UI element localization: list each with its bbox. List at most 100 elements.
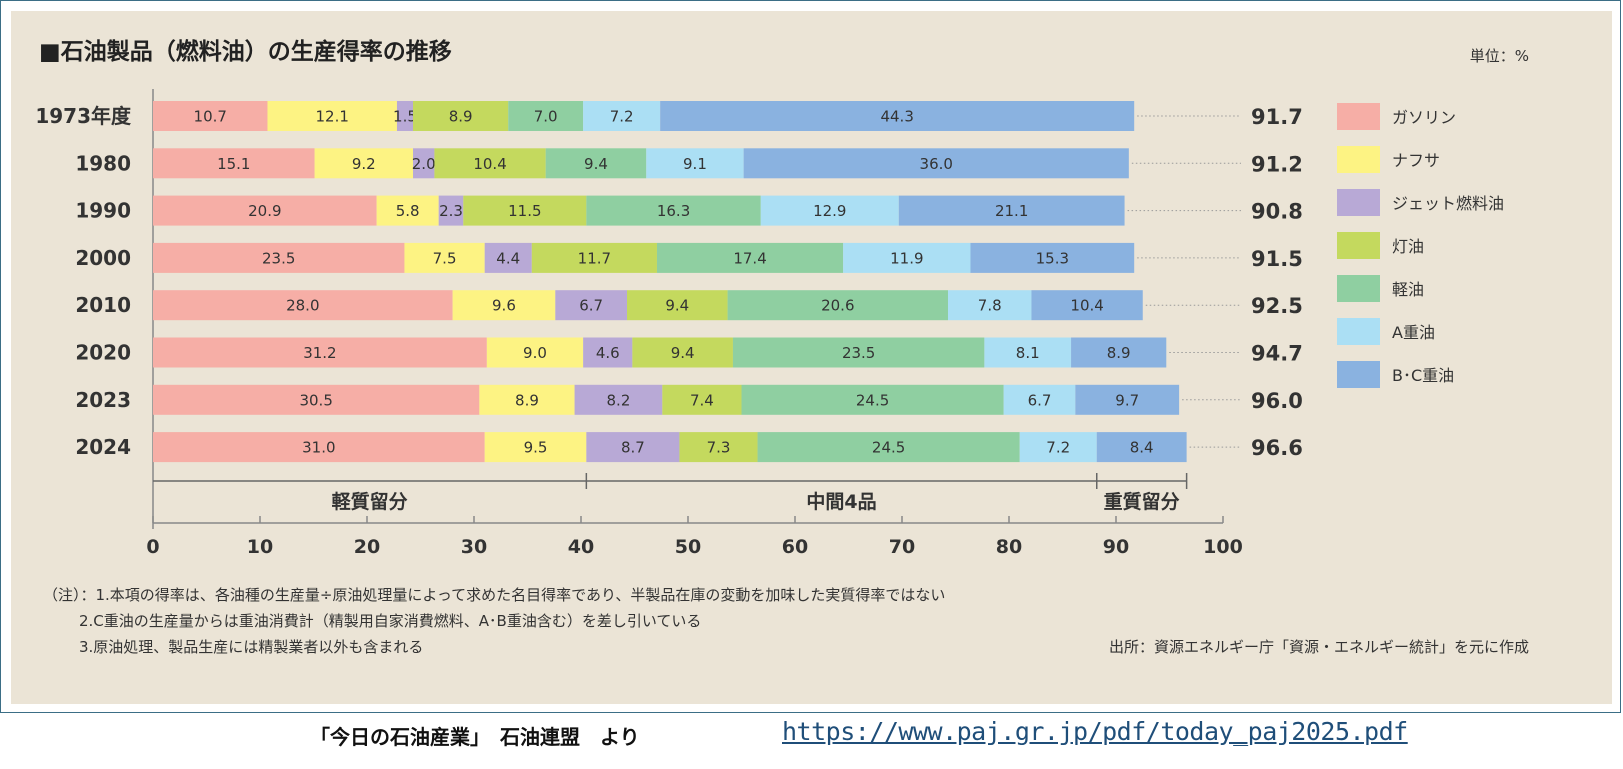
total-label: 94.7: [1251, 342, 1303, 366]
data-label: 9.2: [352, 155, 376, 173]
data-label: 8.2: [607, 391, 631, 409]
plot-area: 1973年度 10.7 12.1 1.5 8.9 7.0 7.2 44.3 91.7 1980 15…: [35, 89, 1303, 558]
x-tick-label: 0: [146, 536, 159, 558]
data-label: 20.6: [821, 297, 854, 315]
category-label: 2023: [75, 388, 131, 412]
note-3: 3.原油処理、製品生産には精製業者以外も含まれる: [79, 638, 423, 656]
bar-segment: [153, 337, 487, 368]
chart-frame: ■石油製品（燃料油）の生産得率の推移 単位：% 1973年度 10.7 12.1 1.…: [0, 0, 1621, 713]
category-label: 1980: [75, 151, 131, 175]
bar-segment: [656, 242, 844, 273]
note-2: 2.C重油の生産量からは重油消費計（精製用自家消費燃料、A･B重油含む）を差し引…: [79, 612, 701, 630]
total-label: 91.5: [1251, 247, 1303, 271]
bar-segment: [583, 337, 633, 368]
data-label: 11.7: [578, 249, 611, 267]
data-label: 9.7: [1115, 391, 1139, 409]
data-label: 16.3: [657, 202, 690, 220]
data-label: 6.7: [579, 297, 603, 315]
legend-swatch: [1337, 146, 1380, 173]
bar-segment: [404, 242, 485, 273]
bar-segment: [486, 337, 584, 368]
data-label: 12.1: [316, 108, 349, 126]
data-label: 8.1: [1016, 344, 1040, 362]
data-label: 9.4: [584, 155, 608, 173]
data-label: 10.4: [473, 155, 506, 173]
legend-label: B･C重油: [1392, 366, 1454, 385]
data-label: 11.5: [508, 202, 541, 220]
bar-segment: [413, 101, 509, 131]
x-tick-label: 60: [782, 536, 808, 558]
data-label: 12.9: [813, 202, 846, 220]
data-label: 7.2: [1046, 439, 1070, 457]
data-label: 9.4: [665, 297, 689, 315]
bar-segment: [627, 290, 728, 321]
bar-segment: [484, 432, 587, 463]
bar-segment: [646, 148, 744, 179]
bar-segment: [153, 101, 268, 131]
data-label: 10.7: [194, 108, 227, 126]
data-label: 5.8: [396, 202, 420, 220]
data-label: 21.1: [995, 202, 1028, 220]
bar-segment: [396, 101, 414, 131]
total-label: 90.8: [1251, 200, 1303, 224]
category-label: 2010: [75, 293, 131, 317]
bar-segment: [732, 337, 985, 368]
bar-segment: [153, 290, 453, 321]
chart-panel: ■石油製品（燃料油）の生産得率の推移 単位：% 1973年度 10.7 12.1 1.…: [11, 11, 1612, 704]
bar-segment: [508, 101, 584, 131]
legend-swatch: [1337, 103, 1380, 130]
bar-segment: [452, 290, 556, 321]
bar-segment: [545, 148, 647, 179]
bar-segment: [484, 242, 532, 273]
data-label: 20.9: [248, 202, 281, 220]
legend-label: A重油: [1392, 323, 1435, 342]
bar-segment: [743, 148, 1129, 179]
footer: 「今日の石油産業」 石油連盟 より https://www.paj.gr.jp/…: [0, 713, 1623, 769]
source-note: 出所：資源エネルギー庁「資源・エネルギー統計」を元に作成: [1109, 638, 1529, 656]
data-label: 9.5: [524, 439, 548, 457]
data-label: 8.9: [1107, 344, 1131, 362]
data-label: 15.3: [1036, 249, 1069, 267]
legend-label: ガソリン: [1392, 108, 1456, 127]
bar-segment: [574, 384, 663, 415]
data-label: 31.0: [302, 439, 335, 457]
legend-label: ジェット燃料油: [1392, 194, 1504, 213]
data-label: 4.6: [596, 344, 620, 362]
total-label: 92.5: [1251, 294, 1303, 318]
data-label: 15.1: [217, 155, 250, 173]
chart-title: ■石油製品（燃料油）の生産得率の推移: [39, 38, 452, 65]
data-label: 36.0: [920, 155, 953, 173]
data-label: 9.0: [523, 344, 547, 362]
bar-segment: [843, 242, 971, 273]
data-label: 7.5: [433, 249, 457, 267]
data-label: 7.4: [690, 391, 714, 409]
x-tick-label: 40: [568, 536, 594, 558]
bar-segment: [727, 290, 949, 321]
bar-segment: [376, 195, 439, 226]
bar-segment: [662, 384, 742, 415]
bar-segment: [153, 432, 485, 463]
notes: （注）：1.本項の得率は、各油種の生産量÷原油処理量によって求めた名目得率であり…: [43, 586, 1529, 656]
bar-segment: [267, 101, 397, 131]
total-label: 91.7: [1251, 105, 1303, 129]
legend-label: 灯油: [1392, 237, 1424, 256]
bar-segment: [153, 384, 480, 415]
data-label: 7.0: [534, 108, 558, 126]
category-label: 2024: [75, 435, 131, 459]
bar-segment: [970, 242, 1135, 273]
x-tick-label: 10: [247, 536, 273, 558]
data-label: 30.5: [299, 391, 332, 409]
category-label: 2000: [75, 246, 131, 270]
source-link[interactable]: https://www.paj.gr.jp/pdf/today_paj2025.…: [782, 717, 1408, 746]
x-tick-label: 70: [889, 536, 915, 558]
x-tick-label: 80: [996, 536, 1022, 558]
unit-label: 単位：%: [1470, 47, 1529, 65]
data-label: 23.5: [262, 249, 295, 267]
bar-segment: [1019, 432, 1097, 463]
data-label: 7.8: [978, 297, 1002, 315]
data-label: 8.7: [621, 439, 645, 457]
data-label: 10.4: [1070, 297, 1103, 315]
bar-segment: [586, 432, 680, 463]
bar-segment: [1075, 384, 1180, 415]
